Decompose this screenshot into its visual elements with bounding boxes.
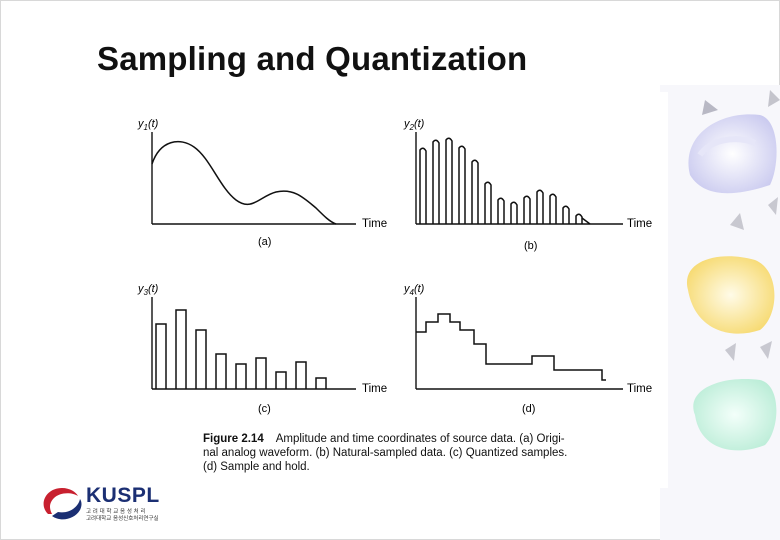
panel-c-quantized: y3(t) Time (c) — [137, 283, 387, 415]
panel-b-natural-sampled: y2(t) Time (b) — [403, 118, 652, 252]
panel-a-waveform — [151, 140, 337, 225]
panel-b-tag: (b) — [524, 240, 537, 252]
logo-subtitle: 고 려 대 학 교 음 성 처 리 고려대학교 음성신호처리연구실 — [86, 509, 159, 523]
panel-b-pulse — [562, 205, 570, 224]
panel-b-pulse — [419, 147, 427, 224]
sampling-figure: y1(t) Time (a) y2(t) Time (b) y3(t) Time… — [137, 118, 652, 415]
caption-figure-number: Figure 2.14 — [203, 433, 264, 445]
caption-line-2: nal analog waveform. (b) Natural-sampled… — [203, 447, 568, 459]
panel-c-pulse — [155, 323, 167, 389]
panel-b-pulse — [432, 139, 440, 224]
panel-c-pulse — [195, 329, 207, 389]
logo-subline-1: 고 려 대 학 교 음 성 처 리 — [86, 509, 146, 515]
panel-a-original-waveform: y1(t) Time (a) — [137, 118, 387, 248]
panel-b-samples — [419, 137, 591, 225]
panel-b-pulse — [523, 195, 531, 224]
caption-line-1: Amplitude and time coordinates of source… — [275, 433, 565, 445]
panel-c-pulse — [235, 363, 247, 389]
panel-d-staircase — [416, 313, 606, 381]
panel-a-xlabel: Time — [362, 218, 387, 230]
panel-c-pulse — [215, 353, 227, 389]
logo-subline-2: 고려대학교 음성신호처리연구실 — [86, 516, 159, 522]
panel-c-pulse — [295, 361, 307, 389]
kuspl-logo: KUSPL 고 려 대 학 교 음 성 처 리 고려대학교 음성신호처리연구실 — [38, 484, 178, 528]
panel-c-ylabel: y3(t) — [137, 283, 159, 297]
panel-b-tail — [581, 217, 591, 225]
panel-c-samples — [155, 309, 327, 389]
panel-d-xlabel: Time — [627, 383, 652, 395]
panel-c-pulse — [315, 377, 327, 389]
panel-b-xlabel: Time — [627, 218, 652, 230]
panel-c-tag: (c) — [258, 403, 271, 415]
caption-line-3: (d) Sample and hold. — [203, 461, 310, 473]
panel-b-pulse — [458, 145, 466, 224]
logo-name: KUSPL — [86, 484, 160, 507]
panel-b-pulse — [497, 197, 505, 224]
panel-b-pulse — [445, 137, 453, 224]
panel-b-pulse — [575, 213, 583, 224]
slide-title: Sampling and Quantization — [97, 40, 528, 77]
panel-b-ylabel: y2(t) — [403, 118, 425, 132]
decorative-background — [660, 85, 780, 540]
panel-b-pulse — [549, 193, 557, 224]
panel-d-sample-and-hold: y4(t) Time (d) — [403, 283, 652, 415]
panel-a-tag: (a) — [258, 236, 271, 248]
panel-b-pulse — [484, 181, 492, 224]
panel-c-pulse — [175, 309, 187, 389]
panel-c-pulse — [255, 357, 267, 389]
figure-panel: y1(t) Time (a) y2(t) Time (b) y3(t) Time… — [128, 92, 668, 488]
panel-b-pulse — [471, 159, 479, 224]
panel-b-pulse — [510, 201, 518, 224]
panel-c-pulse — [275, 371, 287, 389]
panel-b-pulse — [536, 189, 544, 224]
figure-caption: Figure 2.14 Amplitude and time coordinate… — [203, 432, 623, 474]
panel-d-tag: (d) — [522, 403, 535, 415]
panel-c-xlabel: Time — [362, 383, 387, 395]
panel-a-ylabel: y1(t) — [137, 118, 159, 132]
logo-emblem-icon — [43, 488, 82, 520]
panel-d-ylabel: y4(t) — [403, 283, 425, 297]
